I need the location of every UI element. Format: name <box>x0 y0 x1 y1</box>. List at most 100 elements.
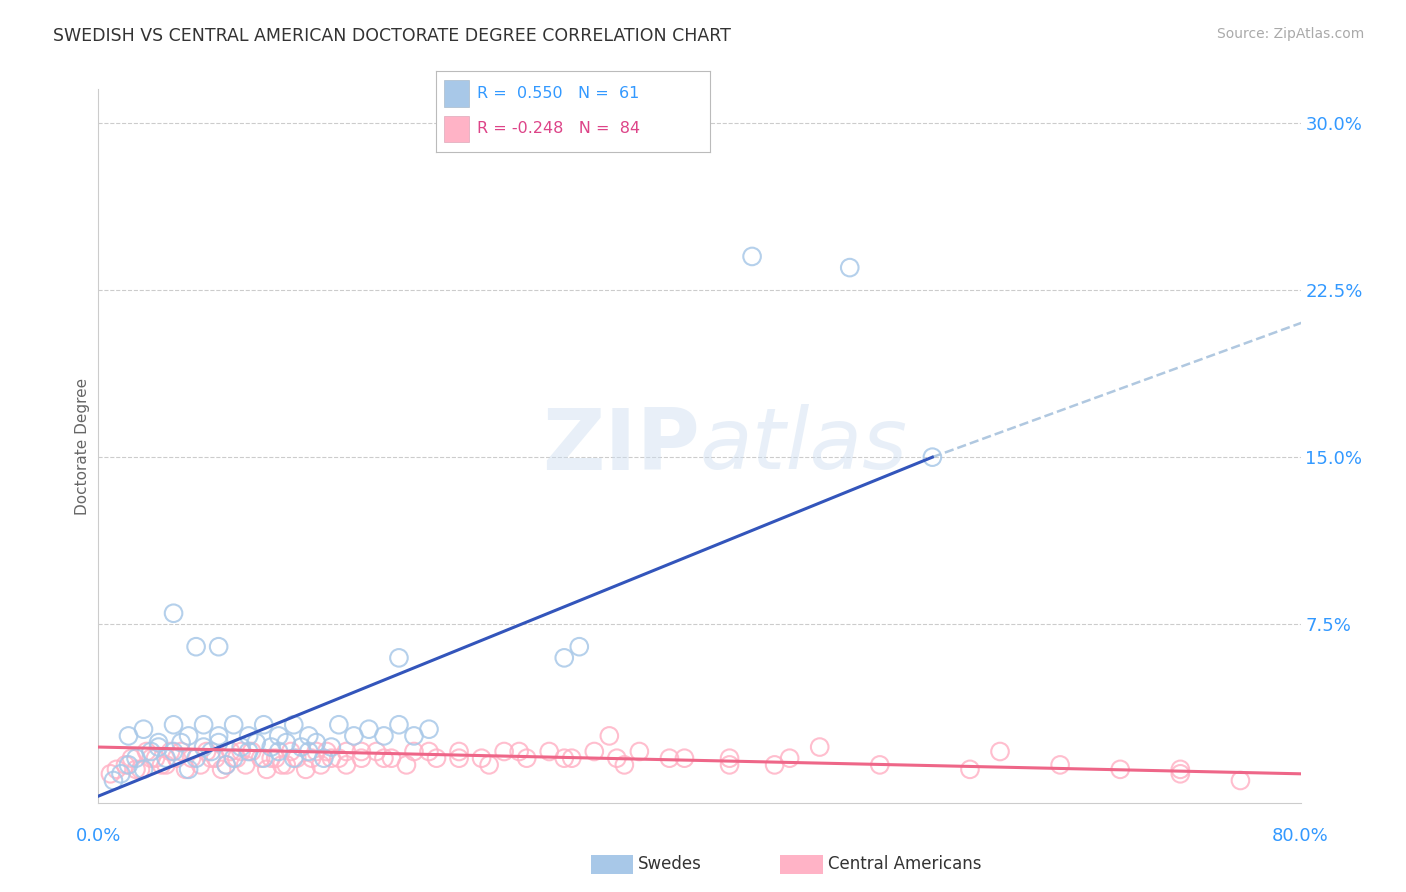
Point <box>125 751 148 765</box>
Point <box>121 751 143 765</box>
Point <box>256 762 278 776</box>
Point <box>260 751 283 765</box>
Point <box>598 729 620 743</box>
Point <box>215 757 238 772</box>
Y-axis label: Doctorate Degree: Doctorate Degree <box>75 377 90 515</box>
Point <box>305 744 328 758</box>
Point <box>658 127 681 141</box>
Point <box>235 757 257 772</box>
Point <box>145 751 167 765</box>
Point <box>290 740 312 755</box>
Text: R =  0.550   N =  61: R = 0.550 N = 61 <box>477 86 640 101</box>
Point <box>583 744 606 758</box>
Point <box>357 723 380 737</box>
Text: 80.0%: 80.0% <box>1272 827 1329 845</box>
Point <box>779 751 801 765</box>
Point <box>561 751 583 765</box>
Point <box>763 757 786 772</box>
Point <box>298 744 321 758</box>
Point <box>155 751 177 765</box>
Point <box>208 729 231 743</box>
Point <box>343 729 366 743</box>
Point <box>200 751 222 765</box>
Point <box>312 751 335 765</box>
Point <box>267 729 290 743</box>
Point <box>245 735 267 749</box>
Point <box>129 762 152 776</box>
Point <box>231 744 253 758</box>
Point <box>139 744 162 758</box>
Point <box>166 751 188 765</box>
Point <box>309 757 332 772</box>
Point <box>184 751 207 765</box>
Point <box>718 751 741 765</box>
Point <box>162 717 184 731</box>
Text: Swedes: Swedes <box>638 855 702 873</box>
Point <box>808 740 831 755</box>
Text: 0.0%: 0.0% <box>76 827 121 845</box>
Point <box>741 250 763 264</box>
Point <box>222 751 245 765</box>
Point <box>658 751 681 765</box>
Point <box>184 640 207 654</box>
Point <box>335 757 357 772</box>
Point <box>238 744 260 758</box>
Point <box>155 757 177 772</box>
Point <box>294 762 316 776</box>
Point <box>264 751 287 765</box>
Point <box>478 757 501 772</box>
Point <box>190 757 212 772</box>
Point <box>395 757 418 772</box>
Point <box>253 717 276 731</box>
Point <box>321 751 343 765</box>
Point <box>270 757 292 772</box>
Point <box>195 744 218 758</box>
Point <box>132 762 155 776</box>
Point <box>110 766 132 781</box>
Point <box>100 766 122 781</box>
Point <box>350 751 373 765</box>
Point <box>193 717 215 731</box>
Point <box>425 751 447 765</box>
Point <box>321 740 343 755</box>
Point <box>335 744 357 758</box>
Point <box>180 751 202 765</box>
Point <box>447 751 470 765</box>
Point <box>148 735 170 749</box>
Point <box>1109 762 1132 776</box>
Point <box>328 751 350 765</box>
Text: SWEDISH VS CENTRAL AMERICAN DOCTORATE DEGREE CORRELATION CHART: SWEDISH VS CENTRAL AMERICAN DOCTORATE DE… <box>53 27 731 45</box>
Point <box>117 729 139 743</box>
Point <box>673 751 696 765</box>
Point <box>162 607 184 621</box>
Point <box>494 744 516 758</box>
Point <box>921 450 943 464</box>
Point <box>114 757 136 772</box>
Point <box>373 751 395 765</box>
Point <box>103 773 125 788</box>
Point <box>139 751 162 765</box>
Point <box>301 751 323 765</box>
Point <box>231 740 253 755</box>
Point <box>276 757 298 772</box>
Point <box>135 744 157 758</box>
Point <box>606 751 628 765</box>
Point <box>204 751 226 765</box>
Point <box>402 729 425 743</box>
Point <box>162 744 184 758</box>
Point <box>350 744 373 758</box>
Point <box>200 744 222 758</box>
Point <box>249 751 271 765</box>
Point <box>170 744 193 758</box>
Point <box>283 717 305 731</box>
Point <box>276 735 298 749</box>
Point <box>315 744 337 758</box>
Point <box>285 751 308 765</box>
Bar <box>444 80 468 107</box>
Text: Central Americans: Central Americans <box>828 855 981 873</box>
Point <box>988 744 1011 758</box>
Point <box>388 651 411 665</box>
Point <box>260 740 283 755</box>
Text: ZIP: ZIP <box>541 404 700 488</box>
Text: Source: ZipAtlas.com: Source: ZipAtlas.com <box>1216 27 1364 41</box>
